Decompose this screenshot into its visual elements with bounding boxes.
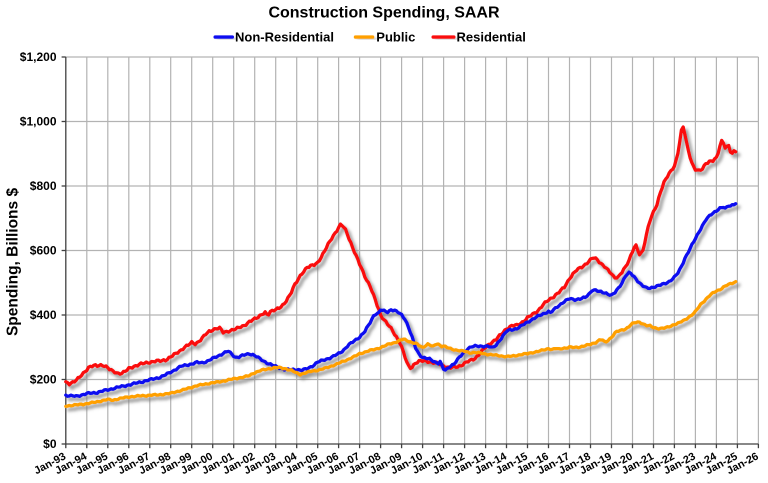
svg-text:Residential: Residential xyxy=(457,30,526,45)
svg-text:Non-Residential: Non-Residential xyxy=(235,30,334,45)
svg-text:Spending, Billions $: Spending, Billions $ xyxy=(5,188,22,336)
svg-text:$600: $600 xyxy=(30,244,57,258)
svg-text:$400: $400 xyxy=(30,308,57,322)
svg-text:Construction Spending, SAAR: Construction Spending, SAAR xyxy=(268,5,500,22)
svg-text:$0: $0 xyxy=(43,437,57,451)
svg-text:$200: $200 xyxy=(30,373,57,387)
svg-text:$1,200: $1,200 xyxy=(20,50,57,64)
svg-text:$800: $800 xyxy=(30,179,57,193)
svg-text:Public: Public xyxy=(376,30,415,45)
svg-text:$1,000: $1,000 xyxy=(20,115,57,129)
